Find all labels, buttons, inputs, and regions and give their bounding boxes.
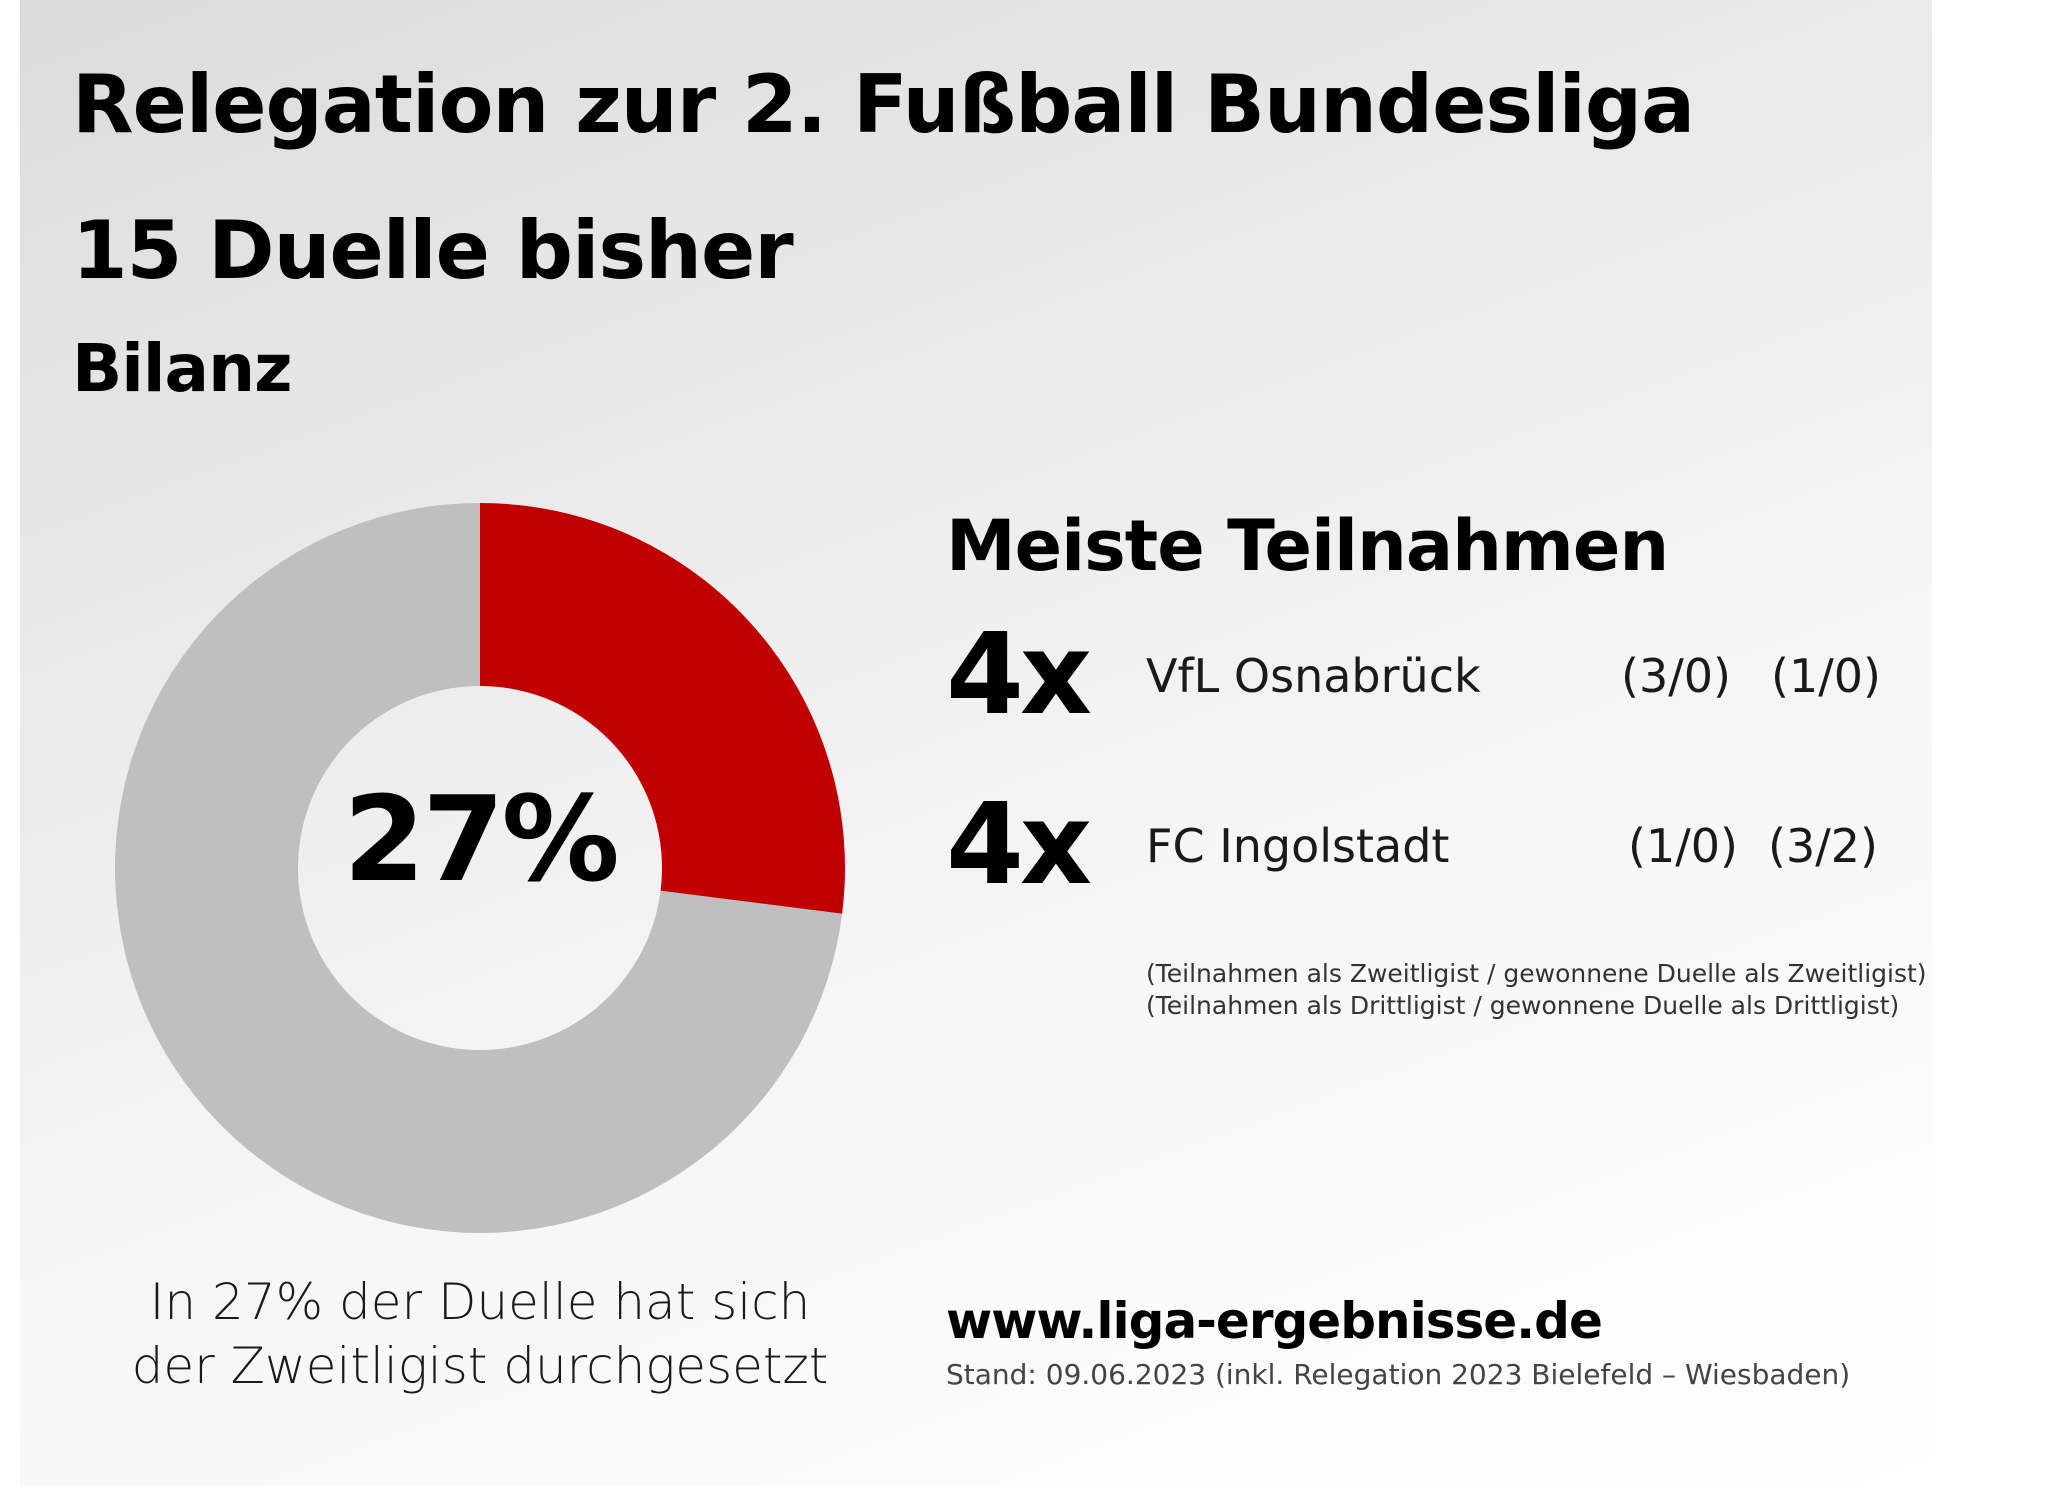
team-name: VfL Osnabrück [1146, 649, 1481, 703]
page-title: Relegation zur 2. Fußball Bundesliga [72, 58, 1695, 151]
chart-section-label: Bilanz [72, 330, 292, 407]
site-url: www.liga-ergebnisse.de [946, 1292, 1603, 1350]
team-row-ingolstadt: 4x FC Ingolstadt (1/0) (3/2) [946, 780, 1886, 910]
caption-line-2: der Zweitligist durchgesetzt [131, 1337, 829, 1395]
team-row-osnabrueck: 4x VfL Osnabrück (3/0) (1/0) [946, 610, 1886, 740]
chart-caption: In 27% der Duelle hat sich der Zweitligi… [100, 1270, 860, 1398]
slice-drittligist [115, 503, 843, 1233]
donut-chart [115, 503, 845, 1233]
stats-legend: (Teilnahmen als Zweitligist / gewonnene … [1146, 958, 1927, 1022]
stat-zweitligist: (1/0) [1628, 819, 1738, 873]
stat-drittligist: (3/2) [1768, 819, 1878, 873]
stat-drittligist: (1/0) [1771, 649, 1881, 703]
participation-count: 4x [946, 610, 1092, 740]
legend-line-drittligist: (Teilnahmen als Drittligist / gewonnene … [1146, 991, 1900, 1020]
slice-zweitligist [480, 503, 845, 914]
donut-center-label: 27% [343, 770, 619, 908]
team-name: FC Ingolstadt [1146, 819, 1450, 873]
stand-date: Stand: 09.06.2023 (inkl. Relegation 2023… [946, 1358, 1851, 1391]
caption-line-1: In 27% der Duelle hat sich [149, 1273, 811, 1331]
stat-zweitligist: (3/0) [1621, 649, 1731, 703]
participation-count: 4x [946, 780, 1092, 910]
page-subtitle: 15 Duelle bisher [72, 204, 794, 297]
most-participations-title: Meiste Teilnahmen [946, 505, 1669, 587]
legend-line-zweitligist: (Teilnahmen als Zweitligist / gewonnene … [1146, 959, 1927, 988]
